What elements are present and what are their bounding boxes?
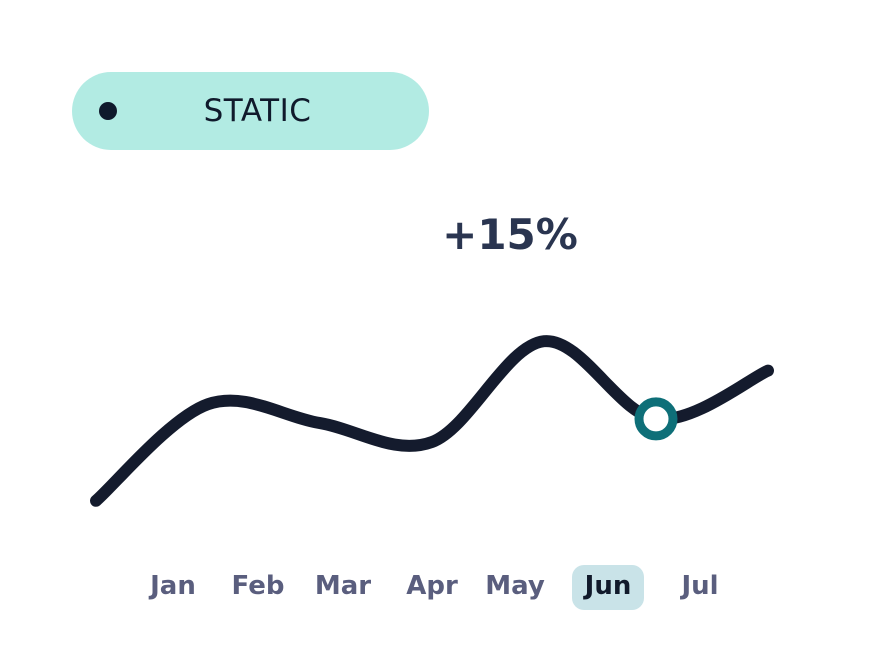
- month-label-jul[interactable]: Jul: [681, 571, 719, 601]
- month-label-apr[interactable]: Apr: [406, 571, 458, 601]
- status-badge-label: STATIC: [203, 93, 312, 129]
- data-point-jan: [90, 495, 102, 507]
- data-point-feb: [202, 398, 214, 410]
- active-month-highlight[interactable]: [572, 565, 644, 610]
- month-label-mar[interactable]: Mar: [314, 571, 372, 601]
- data-point-mar: [314, 417, 326, 429]
- status-badge: [72, 72, 429, 150]
- month-label-jan[interactable]: Jan: [150, 571, 196, 601]
- data-point-jun[interactable]: [634, 397, 678, 441]
- month-label-feb[interactable]: Feb: [231, 571, 285, 601]
- status-dot-icon: [99, 102, 117, 120]
- data-point-jul: [762, 365, 774, 377]
- change-percentage-label: +15%: [442, 210, 578, 259]
- month-label-may[interactable]: May: [485, 571, 545, 601]
- data-point-may: [538, 335, 550, 347]
- month-label-jun[interactable]: Jun: [584, 571, 632, 601]
- data-point-apr: [426, 436, 438, 448]
